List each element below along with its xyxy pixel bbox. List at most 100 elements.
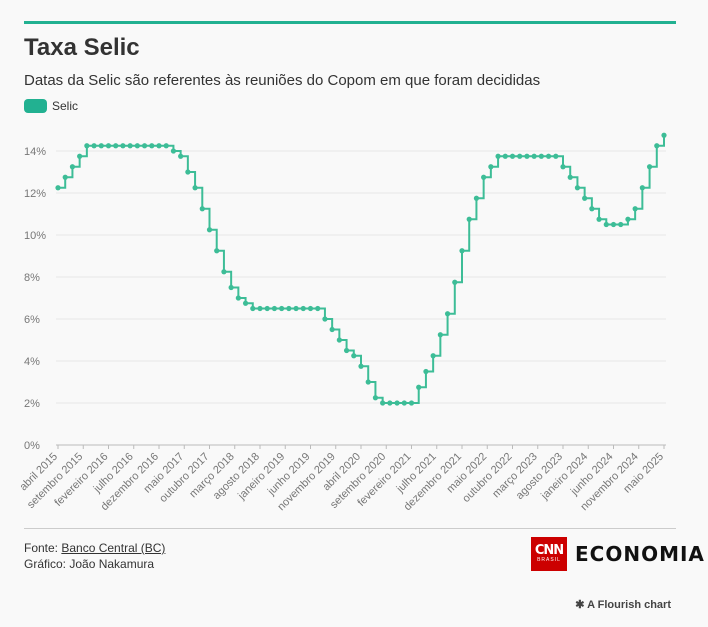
credit-line: Gráfico: João Nakamura bbox=[24, 557, 155, 571]
chart-title: Taxa Selic bbox=[24, 34, 140, 61]
data-point bbox=[560, 164, 566, 170]
data-point bbox=[178, 153, 184, 159]
chart-subtitle: Datas da Selic são referentes às reuniõe… bbox=[24, 72, 541, 89]
data-point bbox=[120, 143, 126, 149]
data-point bbox=[329, 326, 335, 333]
data-point bbox=[199, 206, 205, 212]
data-point bbox=[105, 143, 112, 149]
data-point bbox=[538, 153, 544, 159]
brand-logo[interactable]: CNN BRASIL ECONOMIA bbox=[531, 537, 705, 571]
data-point bbox=[250, 305, 256, 312]
data-point bbox=[185, 169, 191, 175]
data-point bbox=[286, 305, 292, 312]
data-point bbox=[69, 164, 76, 170]
brand-name: ECONOMIA bbox=[575, 542, 705, 566]
data-point bbox=[509, 153, 516, 159]
cnn-logo-text: CNN bbox=[534, 543, 564, 558]
data-point bbox=[170, 148, 177, 154]
data-point bbox=[553, 153, 559, 159]
data-point bbox=[502, 153, 508, 159]
grid-lines bbox=[56, 150, 666, 446]
data-point bbox=[654, 143, 660, 149]
data-point bbox=[206, 227, 213, 233]
footer-divider bbox=[24, 528, 676, 529]
data-point bbox=[293, 305, 299, 312]
data-point bbox=[264, 305, 270, 312]
data-point bbox=[98, 143, 104, 149]
legend-label: Selic bbox=[52, 99, 79, 113]
y-tick-label: 8% bbox=[24, 272, 40, 284]
data-point bbox=[495, 153, 501, 159]
data-point bbox=[423, 368, 429, 375]
series-line-selic bbox=[58, 135, 665, 404]
data-point bbox=[372, 395, 379, 401]
data-point bbox=[221, 269, 227, 275]
data-point bbox=[235, 295, 241, 301]
source-link[interactable]: Banco Central (BC) bbox=[61, 541, 166, 555]
data-point bbox=[481, 174, 487, 180]
data-point bbox=[134, 143, 140, 149]
cnn-logo-subtext: BRASIL bbox=[537, 557, 561, 563]
data-point bbox=[279, 305, 285, 312]
data-point bbox=[358, 363, 364, 369]
flourish-text: A Flourish chart bbox=[587, 599, 671, 611]
legend[interactable]: Selic bbox=[24, 99, 78, 113]
data-point bbox=[646, 164, 653, 170]
data-point bbox=[322, 316, 328, 322]
data-point bbox=[531, 153, 537, 159]
data-point bbox=[141, 143, 148, 149]
data-points bbox=[55, 132, 667, 406]
data-point bbox=[242, 300, 249, 306]
y-tick-label: 14% bbox=[24, 146, 46, 158]
legend-swatch bbox=[24, 99, 47, 113]
data-point bbox=[589, 206, 595, 212]
data-point bbox=[488, 164, 494, 170]
data-point bbox=[408, 400, 415, 406]
data-point bbox=[603, 221, 609, 228]
data-point bbox=[192, 185, 198, 191]
y-tick-label: 12% bbox=[24, 188, 46, 200]
data-point bbox=[228, 284, 234, 291]
data-point bbox=[567, 174, 573, 180]
data-point bbox=[394, 400, 400, 406]
data-point bbox=[596, 216, 602, 222]
data-point bbox=[524, 153, 530, 159]
data-point bbox=[661, 132, 667, 138]
data-point bbox=[473, 195, 480, 201]
source-block: Fonte: Banco Central (BC) Gráfico: João … bbox=[24, 540, 165, 572]
data-point bbox=[62, 174, 68, 180]
top-accent-rule bbox=[24, 21, 676, 24]
source-line: Fonte: Banco Central (BC) bbox=[24, 540, 165, 556]
data-point bbox=[430, 353, 436, 359]
data-point bbox=[582, 195, 588, 201]
data-point bbox=[517, 153, 523, 159]
data-point bbox=[307, 305, 314, 312]
data-point bbox=[163, 143, 169, 149]
data-point bbox=[351, 353, 357, 359]
data-point bbox=[300, 305, 306, 312]
data-point bbox=[387, 400, 393, 406]
flourish-credit[interactable]: ✱ A Flourish chart bbox=[575, 598, 671, 611]
data-point bbox=[365, 379, 371, 385]
y-tick-label: 0% bbox=[24, 440, 40, 452]
y-axis-ticks: 0% 2% 4% 6% 8% 10% 12% 14% bbox=[24, 146, 46, 452]
y-tick-label: 4% bbox=[24, 356, 40, 368]
data-point bbox=[156, 143, 162, 149]
data-point bbox=[55, 185, 61, 191]
data-point bbox=[625, 216, 631, 222]
data-point bbox=[315, 305, 321, 312]
asterisk-icon: ✱ bbox=[575, 599, 585, 611]
data-point bbox=[452, 279, 458, 285]
data-point bbox=[336, 337, 342, 343]
data-point bbox=[618, 221, 624, 228]
y-tick-label: 2% bbox=[24, 398, 40, 410]
data-point bbox=[127, 143, 133, 149]
data-point bbox=[610, 221, 617, 228]
data-point bbox=[149, 143, 155, 149]
data-point bbox=[459, 248, 465, 254]
data-point bbox=[113, 143, 119, 149]
y-tick-label: 10% bbox=[24, 230, 46, 242]
data-point bbox=[574, 185, 581, 191]
